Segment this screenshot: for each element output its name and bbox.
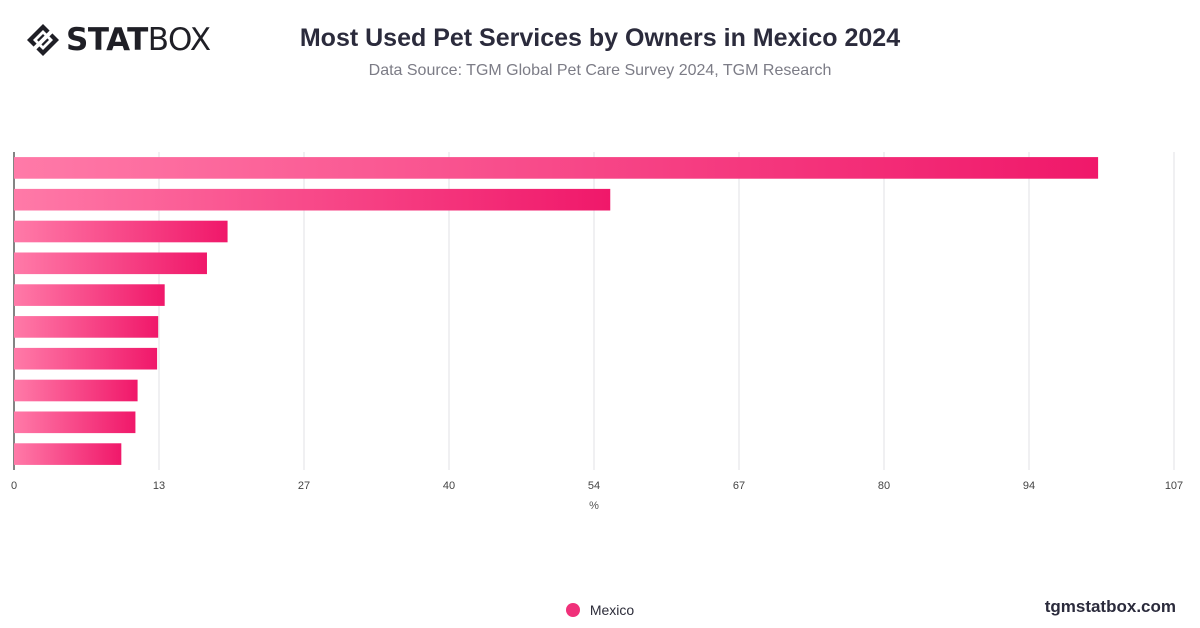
legend: Mexico: [0, 602, 1200, 618]
legend-label-mexico[interactable]: Mexico: [589, 602, 635, 618]
x-tick-label: 54: [588, 480, 600, 492]
bar-4[interactable]: [14, 252, 207, 275]
x-tick-label: 0: [11, 480, 17, 492]
x-tick-label: 13: [153, 480, 165, 492]
x-tick-label: 27: [298, 480, 310, 492]
logo-text-bold: STAT: [66, 22, 148, 58]
statbox-diamond-icon: [27, 24, 59, 56]
chart-title: Most Used Pet Services by Owners in Mexi…: [299, 24, 901, 52]
bar-10[interactable]: [14, 443, 122, 465]
bar-5[interactable]: [14, 284, 165, 306]
bar-3[interactable]: [14, 220, 228, 243]
bar-1[interactable]: [14, 157, 1099, 179]
x-tick-label: 40: [443, 480, 455, 492]
site-url[interactable]: tgmstatbox.com: [1044, 597, 1176, 616]
bar-8[interactable]: [14, 379, 138, 402]
bar-6[interactable]: [14, 316, 159, 338]
x-tick-label: 67: [733, 480, 745, 492]
legend-marker-icon: [565, 603, 580, 617]
x-axis-ticks: 0 13 27 40 54 67 80 94 107: [11, 480, 1183, 492]
x-tick-label: 107: [1165, 480, 1183, 492]
x-axis-title: %: [589, 500, 599, 512]
logo-wordmark: STATBOX: [66, 22, 211, 58]
logo-text-light: BOX: [147, 22, 211, 58]
statbox-logo: STATBOX: [26, 22, 211, 58]
bars: [14, 157, 1099, 465]
x-tick-label: 94: [1023, 480, 1035, 492]
bar-chart: 0 13 27 40 54 67 80 94 107 %: [11, 152, 1183, 512]
bar-2[interactable]: [14, 188, 611, 211]
bar-7[interactable]: [14, 347, 158, 370]
bar-9[interactable]: [14, 411, 136, 434]
x-tick-label: 80: [878, 480, 890, 492]
chart-subtitle: Data Source: TGM Global Pet Care Survey …: [368, 62, 832, 79]
